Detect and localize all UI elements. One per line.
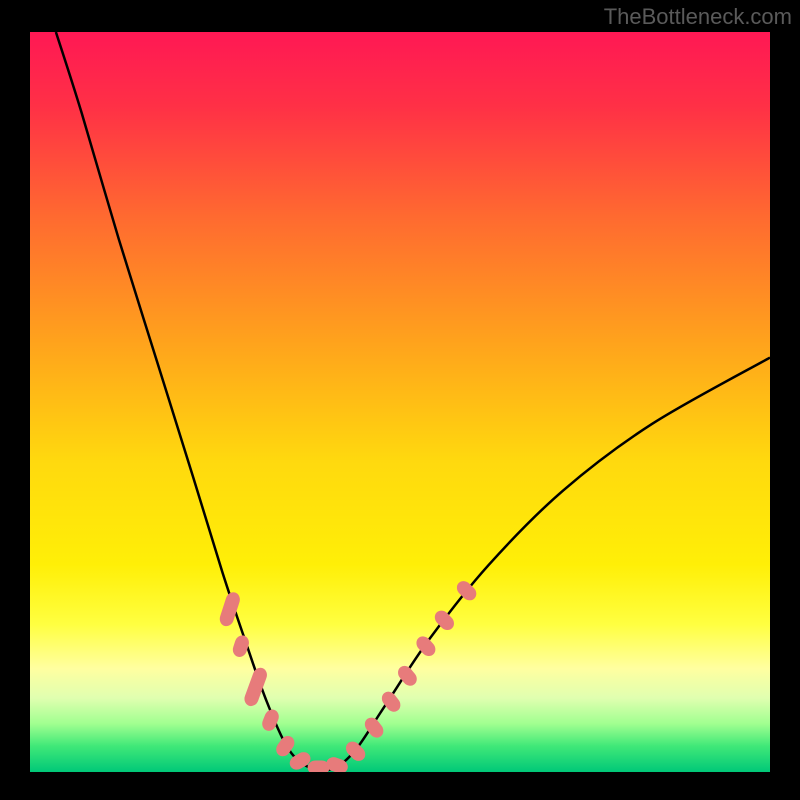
curve-marker <box>308 761 330 775</box>
watermark-text: TheBottleneck.com <box>604 4 792 30</box>
bottleneck-chart <box>0 0 800 800</box>
gradient-background <box>30 32 770 772</box>
chart-frame: TheBottleneck.com <box>0 0 800 800</box>
